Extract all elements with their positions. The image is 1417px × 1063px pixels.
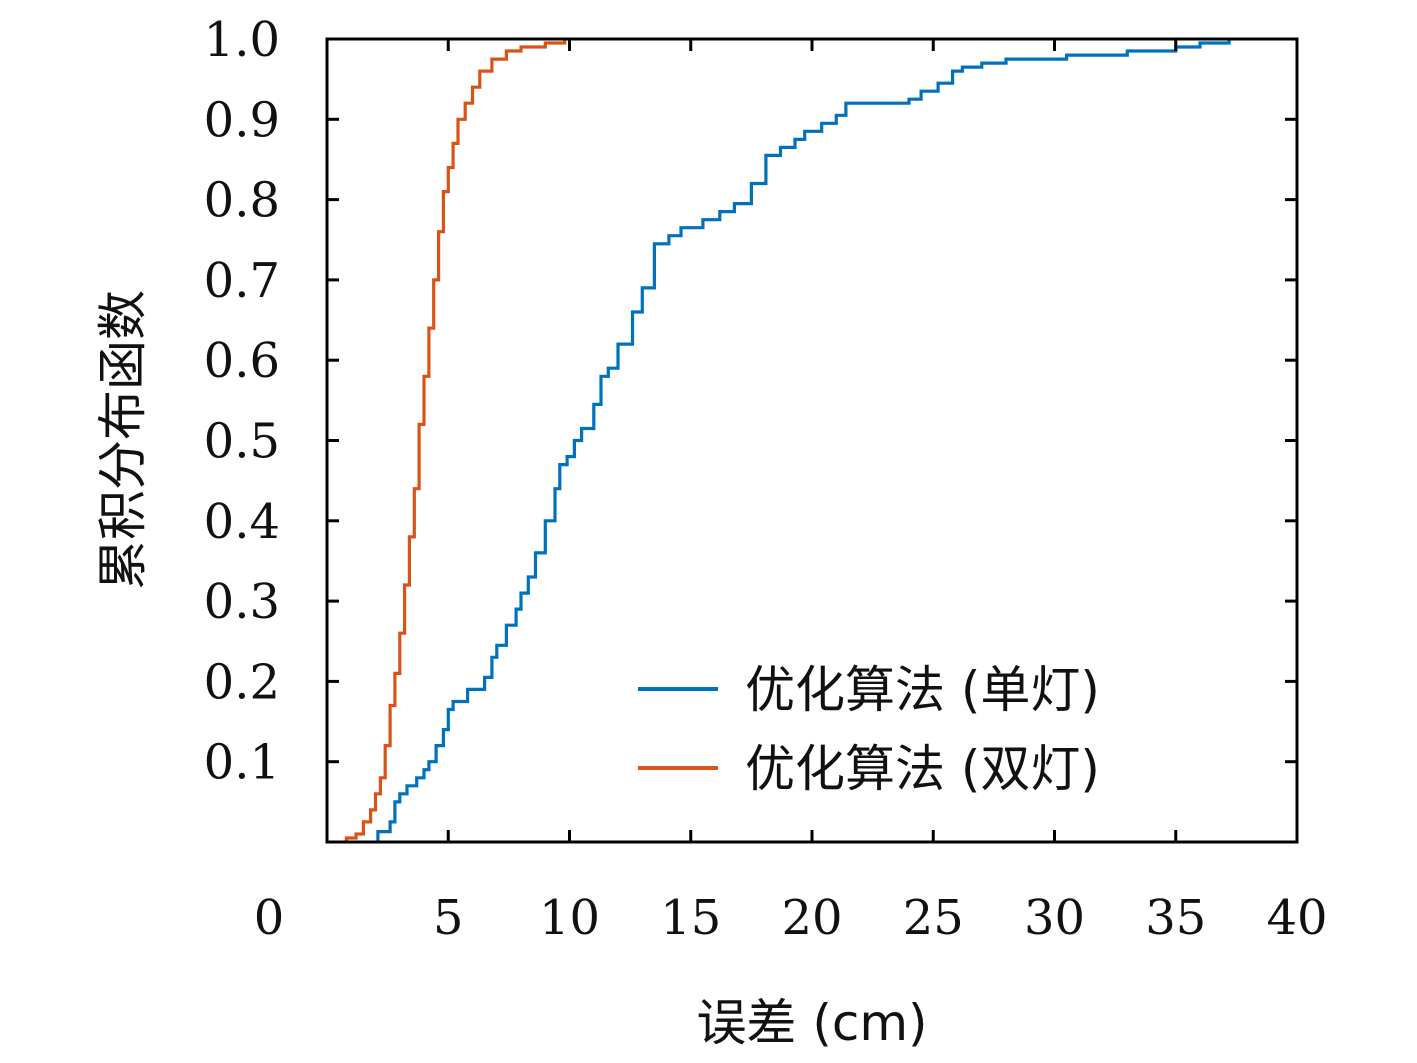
y-tick-label: 0.6 bbox=[204, 333, 280, 389]
legend-label-double: 优化算法 (双灯) bbox=[745, 740, 1100, 798]
plot-frame bbox=[325, 37, 1299, 844]
x-tick-label: 40 bbox=[1266, 890, 1327, 946]
y-tick-label: 0.2 bbox=[204, 654, 280, 710]
series-line-single-light bbox=[376, 39, 1231, 842]
x-tick-label: 10 bbox=[539, 890, 600, 946]
x-tick-label: 20 bbox=[781, 890, 842, 946]
legend: 优化算法 (单灯) 优化算法 (双灯) bbox=[638, 661, 1100, 798]
series-line-double-light bbox=[344, 39, 567, 842]
y-tick-label: 0.1 bbox=[204, 735, 280, 791]
y-tick-label: 0.5 bbox=[204, 414, 280, 470]
legend-label-single: 优化算法 (单灯) bbox=[745, 661, 1100, 719]
y-tick-label: 0.7 bbox=[204, 253, 280, 309]
ticks-layer: 0 5 10 15 20 25 30 35 40 0.1 0.2 0.3 0.4 0.5 0.6 0.7 0.8… bbox=[204, 12, 1328, 946]
x-tick-label: 15 bbox=[660, 890, 721, 946]
y-tick-label: 1.0 bbox=[204, 12, 280, 68]
x-axis-title: 误差 (cm) bbox=[696, 994, 927, 1052]
y-tick-label: 0.8 bbox=[204, 173, 280, 229]
x-tick-label: 35 bbox=[1145, 890, 1206, 946]
y-tick-label: 0.4 bbox=[204, 494, 280, 550]
x-tick-label: 30 bbox=[1024, 890, 1085, 946]
y-tick-label: 0.9 bbox=[204, 92, 280, 148]
y-axis-title: 累积分布函数 bbox=[94, 290, 152, 590]
x-tick-label: 0 bbox=[254, 890, 285, 946]
series-layer bbox=[344, 39, 1231, 842]
y-tick-label: 0.3 bbox=[204, 574, 280, 630]
x-tick-label: 25 bbox=[903, 890, 964, 946]
x-tick-label: 5 bbox=[433, 890, 464, 946]
